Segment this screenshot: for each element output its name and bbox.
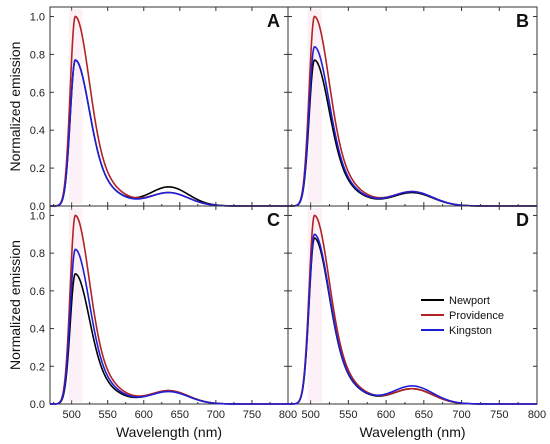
x-tick-label: 550 [339, 409, 357, 421]
y-tick-label: 1.0 [30, 210, 45, 222]
x-tick-label: 750 [490, 409, 508, 421]
series-line-kingston [50, 59, 288, 207]
panel-b: B [287, 6, 538, 207]
panel-letter: A [267, 11, 280, 31]
x-tick-label: 700 [452, 409, 470, 421]
x-axis-title: Wavelength (nm) [116, 424, 222, 440]
series-line-kingston [288, 233, 537, 405]
series-line-newport [50, 59, 288, 207]
y-tick-label: 0.4 [30, 125, 45, 137]
y-tick-label: 0.8 [30, 248, 45, 260]
legend-label-providence: Providence [449, 310, 504, 322]
x-tick-label: 500 [301, 409, 319, 421]
y-tick-label: 0.8 [30, 49, 45, 61]
x-tick-label: 600 [377, 409, 395, 421]
y-tick-label: 0.0 [30, 399, 45, 411]
x-tick-label: 800 [279, 409, 297, 421]
x-tick-label: 650 [171, 409, 189, 421]
y-tick-label: 1.0 [30, 11, 45, 23]
x-tick-label: 550 [99, 409, 117, 421]
x-tick-label: 750 [243, 409, 261, 421]
panel-a: 0.0 0.2 0.4 0.6 0.8 1.0 A [30, 6, 289, 213]
panel-letter: C [267, 210, 280, 230]
series-line-kingston [288, 45, 537, 207]
y-tick-label: 0.0 [30, 201, 45, 213]
panel-frame [287, 205, 538, 405]
series-line-providence [288, 15, 537, 207]
panel-c: 500 550 600 650 700 750 800 0.0 0.2 0.4 0.6 0.8 1.0 C [30, 205, 297, 421]
panel-d: 500 550 600 650 700 750 800 D [287, 205, 546, 421]
legend-label-kingston: Kingston [449, 325, 492, 337]
series-line-providence [50, 15, 288, 207]
y-tick-label: 0.2 [30, 163, 45, 175]
x-tick-label: 500 [62, 409, 80, 421]
y-tick-label: 0.4 [30, 324, 45, 336]
x-tick-label: 700 [207, 409, 225, 421]
x-tick-label: 650 [415, 409, 433, 421]
x-tick-label: 800 [528, 409, 546, 421]
y-tick-label: 0.2 [30, 361, 45, 373]
panel-letter: D [516, 210, 529, 230]
x-axis-title: Wavelength (nm) [359, 424, 465, 440]
panel-frame [287, 6, 538, 207]
y-tick-label: 0.6 [30, 286, 45, 298]
y-axis-title: Normalized emission [7, 42, 23, 172]
x-tick-label: 600 [135, 409, 153, 421]
series-line-kingston [50, 248, 288, 405]
legend: Newport Providence Kingston [421, 295, 504, 337]
y-tick-label: 0.6 [30, 87, 45, 99]
series-line-providence [50, 214, 288, 405]
panel-frame [49, 6, 289, 207]
y-axis-title: Normalized emission [7, 240, 23, 370]
series-line-newport [50, 272, 288, 405]
legend-label-newport: Newport [449, 295, 490, 307]
panel-letter: B [516, 11, 529, 31]
